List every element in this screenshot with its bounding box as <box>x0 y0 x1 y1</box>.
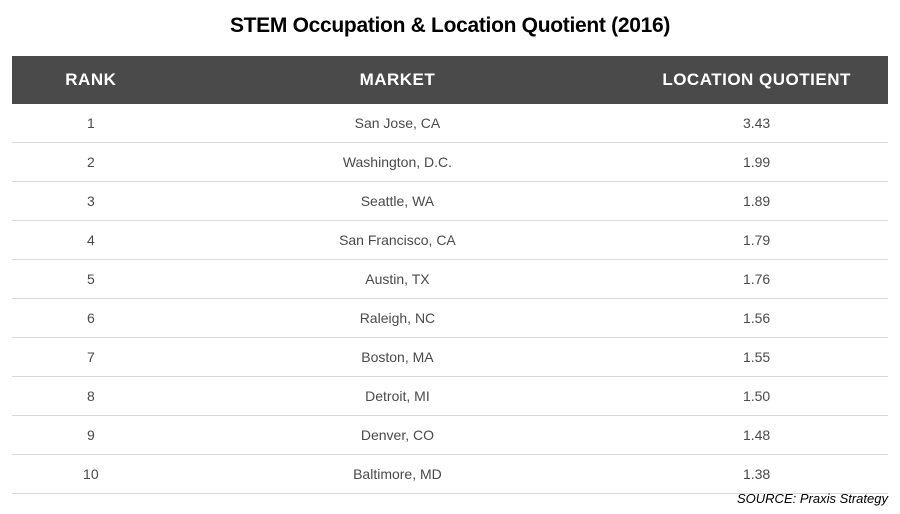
cell-rank: 7 <box>12 338 170 377</box>
header-market: MARKET <box>170 56 626 104</box>
table-title: STEM Occupation & Location Quotient (201… <box>12 14 888 38</box>
cell-market: Detroit, MI <box>170 377 626 416</box>
table-body: 1San Jose, CA3.432Washington, D.C.1.993S… <box>12 104 888 494</box>
cell-lq: 1.76 <box>625 260 888 299</box>
cell-rank: 6 <box>12 299 170 338</box>
table-row: 5Austin, TX1.76 <box>12 260 888 299</box>
cell-lq: 1.56 <box>625 299 888 338</box>
table-row: 7Boston, MA1.55 <box>12 338 888 377</box>
header-row: RANK MARKET LOCATION QUOTIENT <box>12 56 888 104</box>
cell-lq: 1.55 <box>625 338 888 377</box>
cell-rank: 5 <box>12 260 170 299</box>
cell-rank: 10 <box>12 455 170 494</box>
cell-market: San Jose, CA <box>170 104 626 143</box>
cell-market: Baltimore, MD <box>170 455 626 494</box>
table-row: 3Seattle, WA1.89 <box>12 182 888 221</box>
cell-market: Boston, MA <box>170 338 626 377</box>
cell-rank: 4 <box>12 221 170 260</box>
cell-rank: 2 <box>12 143 170 182</box>
cell-rank: 1 <box>12 104 170 143</box>
cell-lq: 1.50 <box>625 377 888 416</box>
table-row: 4San Francisco, CA1.79 <box>12 221 888 260</box>
cell-lq: 1.79 <box>625 221 888 260</box>
table-row: 6Raleigh, NC1.56 <box>12 299 888 338</box>
cell-market: San Francisco, CA <box>170 221 626 260</box>
table-row: 8Detroit, MI1.50 <box>12 377 888 416</box>
cell-market: Seattle, WA <box>170 182 626 221</box>
cell-lq: 3.43 <box>625 104 888 143</box>
cell-lq: 1.89 <box>625 182 888 221</box>
cell-rank: 3 <box>12 182 170 221</box>
cell-rank: 8 <box>12 377 170 416</box>
cell-lq: 1.48 <box>625 416 888 455</box>
cell-lq: 1.38 <box>625 455 888 494</box>
table-container: STEM Occupation & Location Quotient (201… <box>0 0 900 494</box>
table-row: 9Denver, CO1.48 <box>12 416 888 455</box>
cell-market: Washington, D.C. <box>170 143 626 182</box>
cell-rank: 9 <box>12 416 170 455</box>
cell-market: Denver, CO <box>170 416 626 455</box>
header-rank: RANK <box>12 56 170 104</box>
table-row: 2Washington, D.C.1.99 <box>12 143 888 182</box>
table-row: 1San Jose, CA3.43 <box>12 104 888 143</box>
cell-market: Austin, TX <box>170 260 626 299</box>
cell-lq: 1.99 <box>625 143 888 182</box>
table-row: 10Baltimore, MD1.38 <box>12 455 888 494</box>
source-text: SOURCE: Praxis Strategy <box>737 491 888 506</box>
cell-market: Raleigh, NC <box>170 299 626 338</box>
header-lq: LOCATION QUOTIENT <box>625 56 888 104</box>
data-table: RANK MARKET LOCATION QUOTIENT 1San Jose,… <box>12 56 888 494</box>
